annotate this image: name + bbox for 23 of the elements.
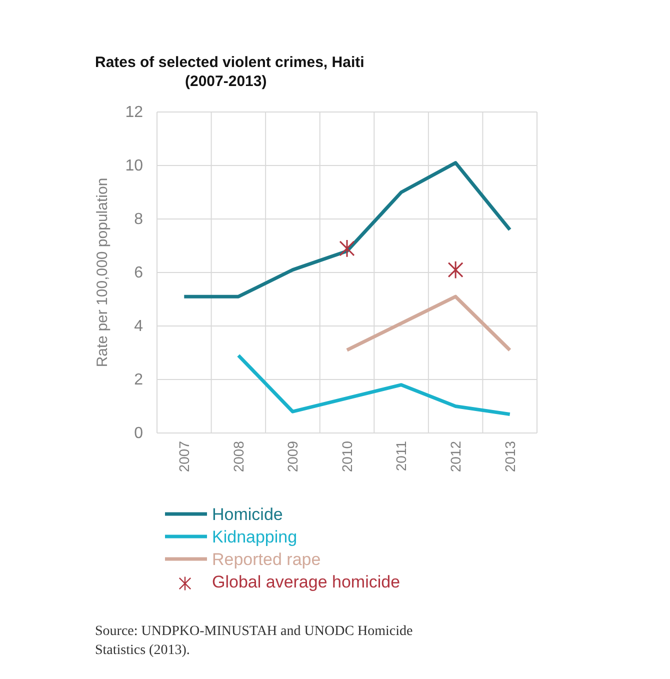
- y-tick-label: 2: [134, 372, 144, 389]
- x-tick-label: 2007: [176, 440, 192, 472]
- x-tick-label: 2011: [393, 440, 410, 472]
- y-tick-label: 10: [125, 158, 144, 175]
- x-tick-label: 2012: [447, 440, 464, 472]
- y-tick-label: 12: [125, 104, 144, 122]
- y-tick-label: 0: [134, 425, 144, 442]
- x-tick-label: 2010: [338, 440, 355, 472]
- y-tick-label: 4: [134, 318, 144, 336]
- legend-label: Homicide: [212, 505, 283, 524]
- y-axis-title: Rate per 100,000 population: [94, 178, 111, 368]
- legend-label: Kidnapping: [212, 528, 298, 546]
- y-tick-label: 6: [134, 264, 144, 282]
- y-tick-label: 8: [134, 211, 144, 228]
- line-series: [182, 161, 512, 298]
- x-tick-label: 2013: [502, 440, 518, 472]
- legend-label: Global average homicide: [212, 572, 400, 592]
- chart-title: Rates of selected violent crimes, Haiti (2007-2013): [95, 54, 364, 90]
- legend-label: Reported rape: [212, 550, 321, 569]
- line-series: [236, 354, 512, 416]
- source-note: Source: UNDPKO-MINUSTAH and UNODC Homicide Statistics (2013).: [95, 624, 413, 658]
- x-tick-label: 2008: [230, 440, 246, 472]
- x-tick-label: 2009: [284, 440, 301, 472]
